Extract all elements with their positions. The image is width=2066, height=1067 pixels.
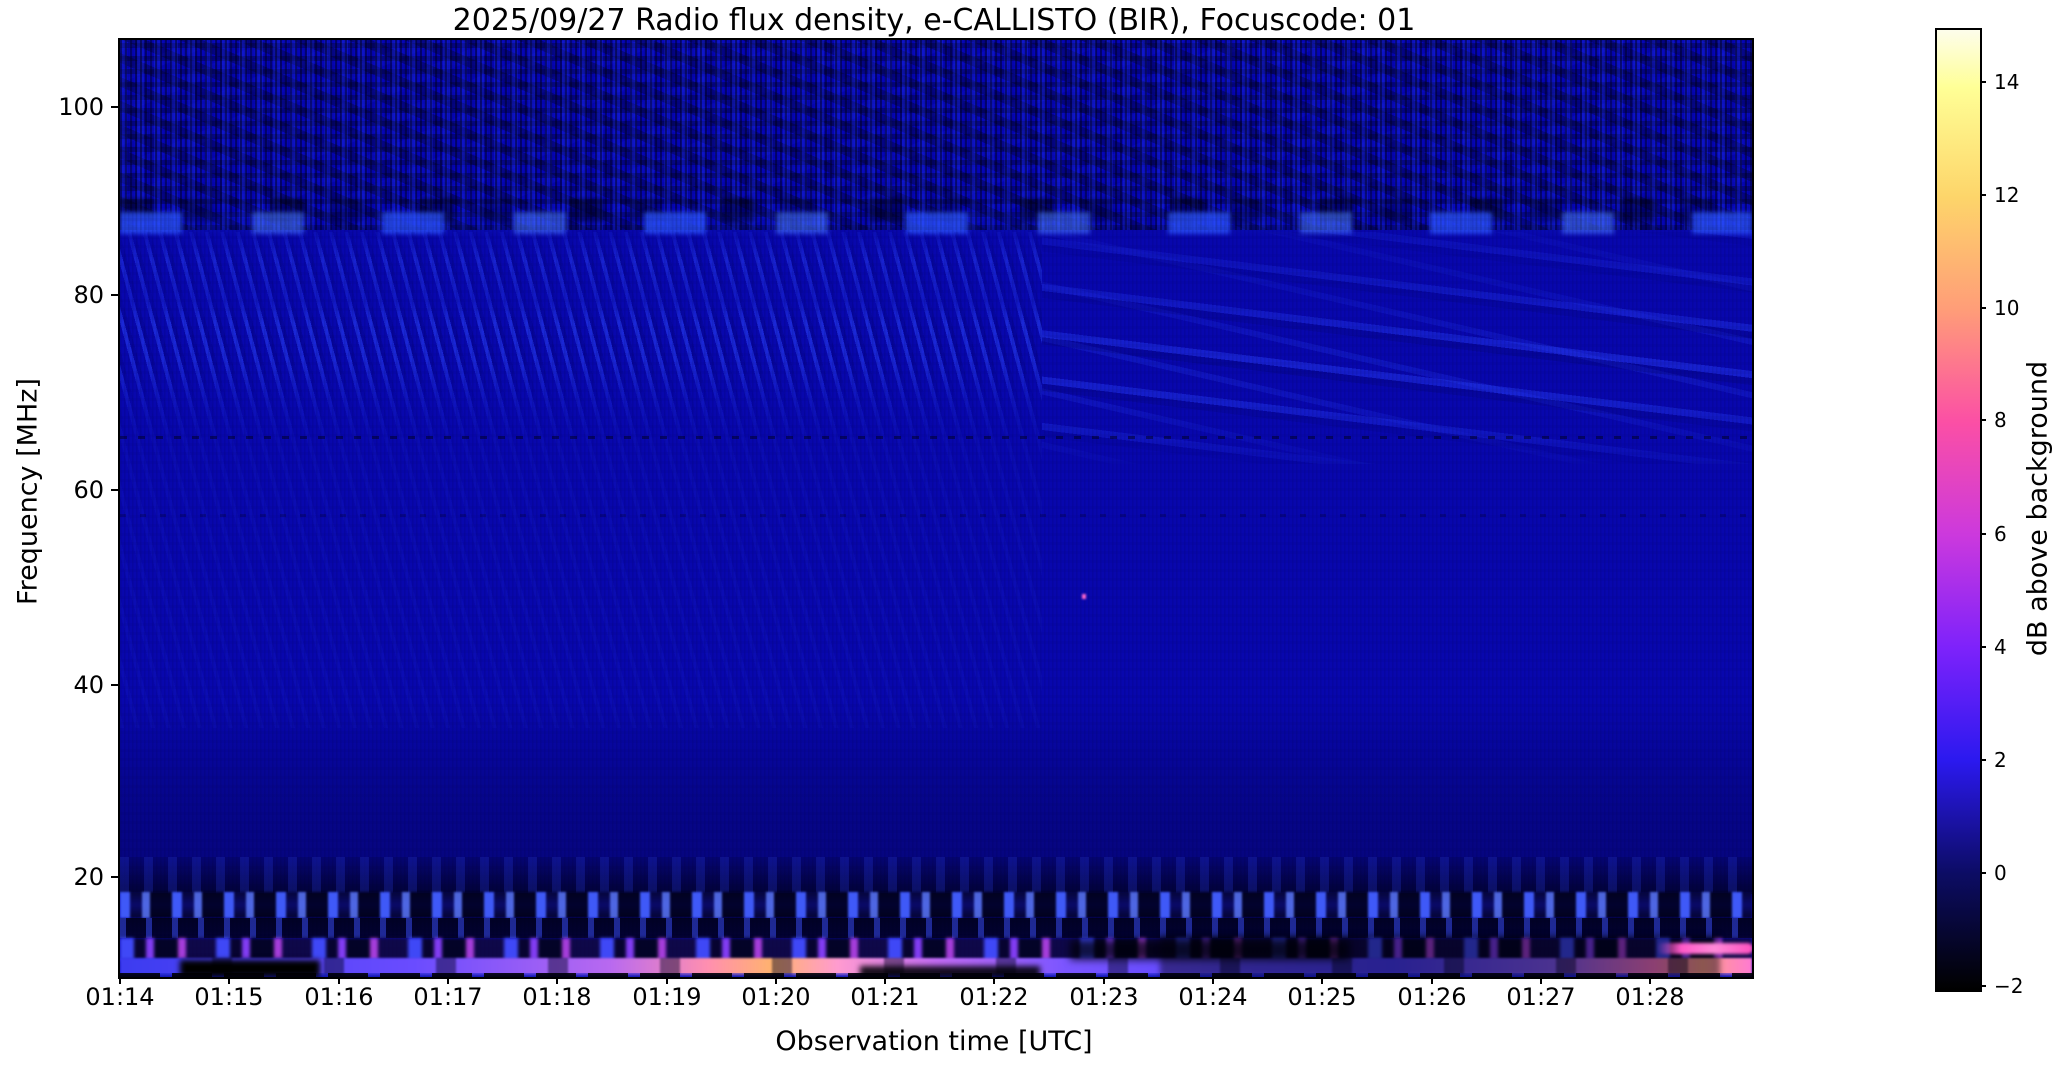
y-tick-mark: [111, 294, 118, 296]
bottom-dark-edge-layer: [120, 973, 1752, 977]
x-tick-mark: [775, 977, 777, 984]
x-tick-mark: [884, 977, 886, 984]
steep-fringes-layer: [120, 232, 1042, 438]
x-tick-label: 01:17: [413, 983, 483, 1011]
x-tick-label: 01:15: [194, 983, 264, 1011]
x-tick-mark: [447, 977, 449, 984]
blue-speckle-band-layer: [120, 892, 1752, 918]
x-axis-label: Observation time [UTC]: [775, 1026, 1093, 1057]
black-blob: [1070, 940, 1350, 960]
x-tick-label: 01:22: [959, 983, 1029, 1011]
pink-streak: [1657, 943, 1752, 954]
x-tick-mark: [666, 977, 668, 984]
colorbar-tick-label: −2: [1994, 974, 2024, 998]
x-tick-mark: [1103, 977, 1105, 984]
fm-dark-row-layer: [120, 198, 1752, 222]
y-tick-mark: [111, 684, 118, 686]
colorbar-tick-mark: [1980, 81, 1986, 83]
colorbar-label: dB above background: [2022, 360, 2054, 657]
bright-edge-line-layer: [120, 212, 1752, 234]
x-tick-label: 01:23: [1069, 983, 1139, 1011]
colorbar-tick-mark: [1980, 419, 1986, 421]
fm-noise-band-layer: [120, 40, 1752, 230]
colorbar-tick-mark: [1980, 194, 1986, 196]
colorbar-tick-label: 8: [1994, 408, 2007, 432]
x-tick-label: 01:25: [1287, 983, 1357, 1011]
dotted-line-layer: [120, 436, 1752, 439]
x-tick-mark: [1431, 977, 1433, 984]
colorbar-tick-label: 12: [1994, 183, 2020, 207]
x-tick-mark: [556, 977, 558, 984]
x-tick-label: 01:20: [741, 983, 811, 1011]
colorbar-tick-mark: [1980, 646, 1986, 648]
spectrogram-plot: [118, 38, 1754, 979]
pink-dot: [1082, 594, 1086, 599]
y-tick-label: 60: [73, 476, 104, 504]
x-tick-mark: [1540, 977, 1542, 984]
x-tick-label: 01:28: [1615, 983, 1685, 1011]
colorbar-tick-mark: [1980, 985, 1986, 987]
x-tick-mark: [228, 977, 230, 984]
x-tick-label: 01:27: [1506, 983, 1576, 1011]
dark-speckle-band-layer: [120, 918, 1752, 938]
colorbar-tick-mark: [1980, 872, 1986, 874]
y-tick-mark: [111, 106, 118, 108]
colorbar-tick-label: 10: [1994, 296, 2020, 320]
x-tick-label: 01:26: [1397, 983, 1467, 1011]
x-tick-label: 01:16: [304, 983, 374, 1011]
y-tick-label: 100: [58, 93, 104, 121]
y-axis-label: Frequency [MHz]: [12, 378, 44, 605]
bottom-bright-strip-layer: [120, 958, 1752, 975]
x-tick-label: 01:19: [632, 983, 702, 1011]
lower-darkening-layer: [120, 700, 1752, 892]
colorbar-tick-mark: [1980, 759, 1986, 761]
x-tick-mark: [119, 977, 121, 984]
y-tick-label: 40: [73, 671, 104, 699]
colorbar-tick-label: 2: [1994, 748, 2007, 772]
x-tick-mark: [338, 977, 340, 984]
x-tick-label: 01:21: [850, 983, 920, 1011]
x-tick-mark: [1212, 977, 1214, 984]
blob-band-layer: [120, 938, 1752, 960]
x-tick-label: 01:24: [1178, 983, 1248, 1011]
vertical-striations-layer: [120, 40, 1752, 977]
y-tick-label: 20: [73, 863, 104, 891]
colorbar-tick-label: 14: [1994, 70, 2020, 94]
pre-band-dark-layer: [120, 857, 1752, 894]
figure-title: 2025/09/27 Radio flux density, e-CALLIST…: [452, 3, 1416, 38]
black-blob: [860, 966, 1040, 977]
dotted-line-faint-layer: [120, 514, 1752, 517]
y-tick-mark: [111, 876, 118, 878]
x-tick-label: 01:14: [85, 983, 155, 1011]
faint-fringes-layer: [120, 438, 1042, 728]
y-tick-mark: [111, 489, 118, 491]
black-blob: [180, 960, 320, 977]
colorbar-tick-mark: [1980, 307, 1986, 309]
colorbar-tick-label: 6: [1994, 522, 2007, 546]
colorbar-tick-label: 0: [1994, 861, 2007, 885]
x-tick-mark: [993, 977, 995, 984]
y-tick-label: 80: [73, 281, 104, 309]
x-tick-mark: [1321, 977, 1323, 984]
wavy-fringes-layer: [1042, 232, 1752, 464]
x-tick-label: 01:18: [522, 983, 592, 1011]
colorbar-tick-label: 4: [1994, 635, 2007, 659]
colorbar-tick-mark: [1980, 533, 1986, 535]
colorbar: [1935, 28, 1982, 992]
x-tick-mark: [1649, 977, 1651, 984]
right-dark-overlay: [1160, 935, 1720, 977]
